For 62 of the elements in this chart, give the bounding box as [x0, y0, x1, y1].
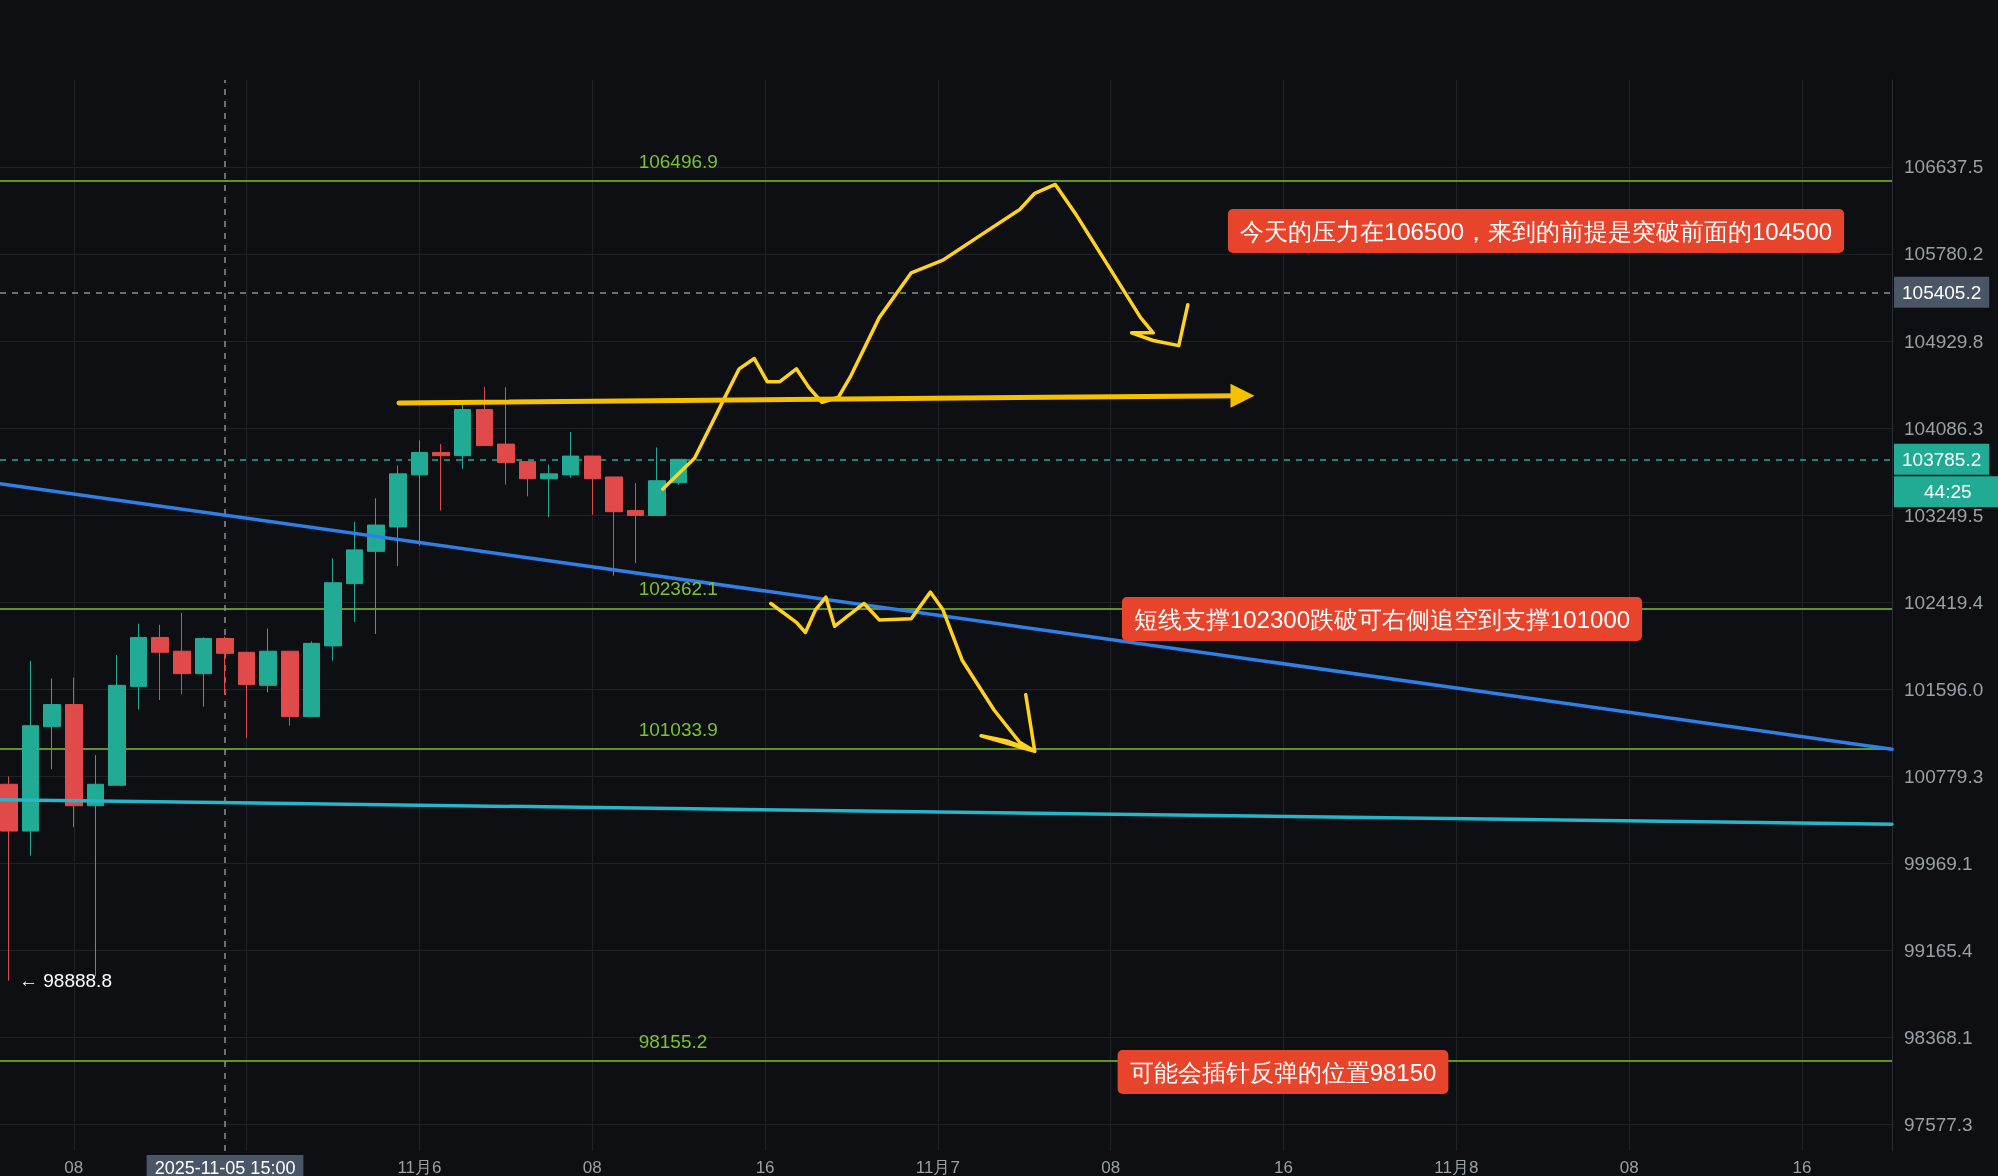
x-tick-label: 16	[755, 1158, 775, 1176]
annotation: 短线支撑102300跌破可右侧追空到支撑101000	[1133, 605, 1631, 633]
x-tick-label: 08	[64, 1158, 84, 1176]
candlestick	[627, 482, 644, 564]
candlestick	[22, 660, 39, 857]
x-tick-label: 08	[1101, 1158, 1121, 1176]
candlestick	[281, 650, 299, 727]
x-tick-label: 11月6	[397, 1158, 442, 1176]
y-tick-label: 104929.8	[1904, 330, 1984, 352]
candlestick	[605, 476, 623, 577]
line-series	[661, 182, 1190, 491]
y-tick-label: 99969.1	[1904, 853, 1973, 874]
y-tick-label: 98368.1	[1904, 1027, 1973, 1049]
ref-line-label: 2025-11-05 15:00	[154, 1158, 296, 1176]
x-tick-label: 08	[582, 1158, 602, 1176]
y-tick-label: 97577.3	[1904, 1114, 1973, 1136]
candlestick	[173, 612, 191, 695]
text: 44:25	[1924, 481, 1972, 503]
annotation: ← 98888.8	[19, 970, 112, 992]
candlestick	[648, 446, 666, 516]
candlestick	[389, 465, 407, 567]
candlestick	[346, 521, 363, 623]
x-tick-label: 11月8	[1434, 1158, 1479, 1176]
y-tick-label: 100779.3	[1904, 765, 1984, 787]
candlestick	[151, 624, 169, 701]
ref-line-label: 105405.2	[1902, 281, 1982, 303]
ref-line-label: 106496.9	[638, 151, 718, 173]
candlestick	[476, 386, 493, 447]
y-tick-label: 99165.4	[1904, 940, 1974, 962]
candlestick	[432, 443, 450, 512]
ref-line-label: 102362.1	[638, 578, 718, 600]
candlestick	[497, 386, 515, 486]
y-tick-label: 105780.2	[1904, 243, 1984, 265]
line-series	[769, 590, 1037, 754]
candlestick	[584, 455, 601, 516]
candlestick	[540, 464, 558, 518]
candlestick	[130, 623, 147, 711]
x-tick-label: 16	[1274, 1158, 1293, 1176]
y-tick-label: 102419.4	[1904, 591, 1984, 613]
candlestick	[303, 640, 320, 718]
candlestick	[65, 677, 83, 828]
y-tick-label: 103249.5	[1904, 504, 1984, 526]
x-tick-label: 11月7	[915, 1158, 960, 1176]
candlestick	[216, 636, 234, 695]
x-tick-label: 08	[1619, 1158, 1639, 1176]
ref-line-label: 98155.2	[638, 1031, 708, 1053]
annotation: 可能会插针反弹的位置98150	[1129, 1058, 1437, 1086]
ref-line-label: 101033.9	[638, 719, 718, 741]
candlestick	[238, 651, 255, 739]
candlestick	[43, 678, 61, 770]
candlestick	[324, 557, 342, 662]
x-tick-label: 16	[1792, 1158, 1812, 1176]
annotation: 今天的压力在106500，来到的前提是突破前面的104500	[1239, 217, 1833, 245]
candlestick	[195, 636, 212, 708]
candlestick	[0, 775, 18, 982]
candlestick	[519, 461, 536, 497]
candlestick	[259, 628, 277, 693]
y-tick-label: 104086.3	[1904, 417, 1984, 439]
y-tick-label: 101596.0	[1904, 678, 1984, 700]
candlestick	[108, 654, 126, 786]
ref-line-label: 103785.2	[1902, 448, 1982, 470]
y-tick-label: 106637.5	[1904, 156, 1984, 178]
